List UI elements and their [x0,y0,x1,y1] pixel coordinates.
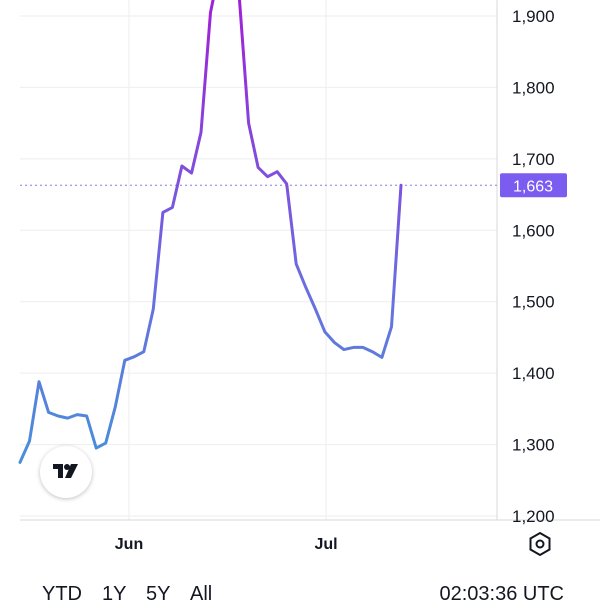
hexagon-settings-icon[interactable] [526,530,554,558]
y-tick-label: 1,600 [512,221,555,240]
x-tick-jul: Jul [314,536,337,553]
y-tick-label: 1,800 [512,78,555,97]
range-5y-button[interactable]: 5Y [146,583,171,605]
price-series-line [18,0,403,464]
range-all-button[interactable]: All [190,583,213,605]
tradingview-logo-icon[interactable] [40,446,92,498]
y-tick-label: 1,200 [512,507,555,526]
y-axis-ticks: 1,200 1,300 1,400 1,500 1,600 1,700 1,800 1,900 [512,7,555,526]
current-price-tag: 1,663 [500,173,567,198]
y-tick-label: 1,500 [512,293,555,312]
y-tick-label: 1,700 [512,150,555,169]
y-tick-label: 1,400 [512,364,555,383]
x-axis-ticks: Jun Jul [115,536,338,553]
x-tick-jun: Jun [115,536,143,553]
utc-clock: 02:03:36 UTC [439,583,564,605]
current-price-label: 1,663 [513,178,553,195]
y-tick-label: 1,300 [512,436,555,455]
range-1y-button[interactable]: 1Y [102,583,127,605]
y-tick-label: 1,900 [512,7,555,26]
axis-lines [20,0,600,521]
grid-lines [20,0,497,520]
bottom-toolbar: YTD 1Y 5Y All 02:03:36 UTC [0,572,600,605]
range-ytd-button[interactable]: YTD [42,583,82,605]
